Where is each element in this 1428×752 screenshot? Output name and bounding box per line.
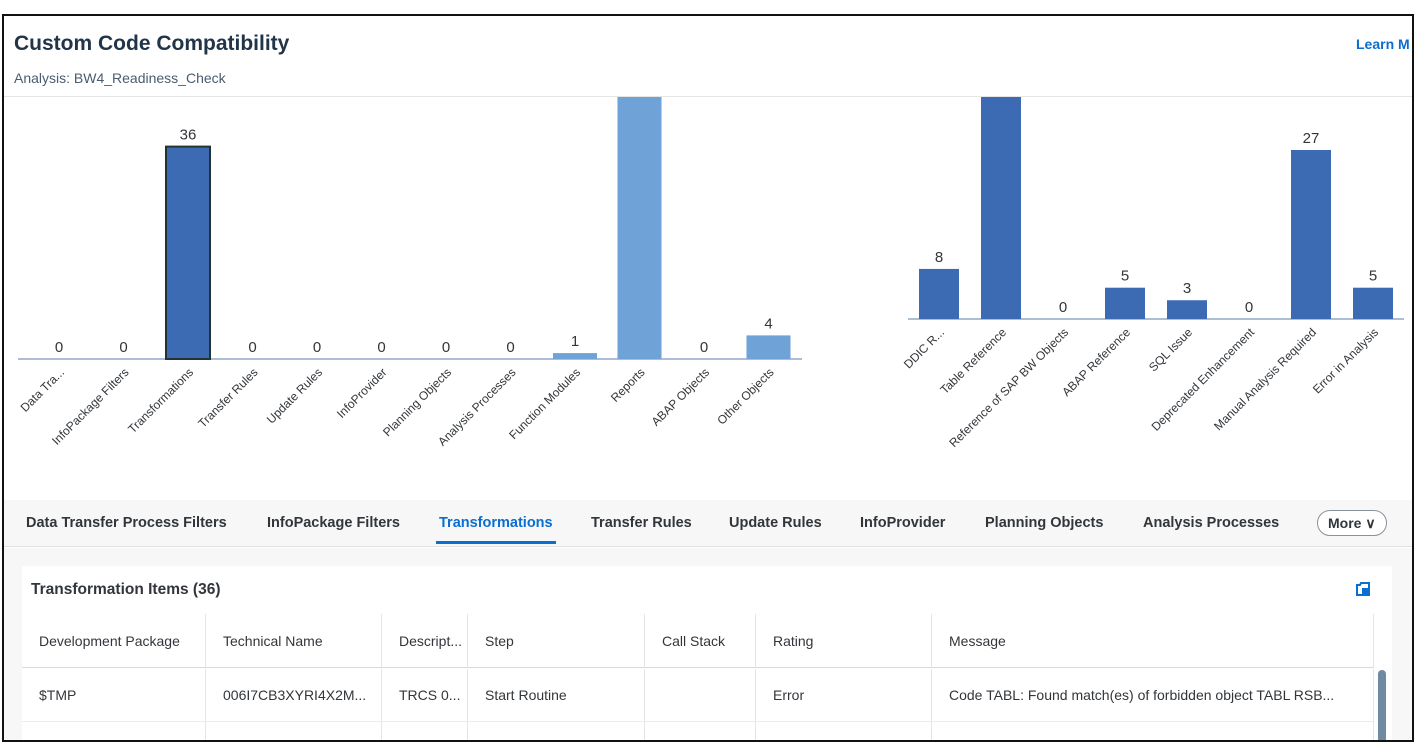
table-cell: Start Routine bbox=[468, 669, 645, 721]
tab-infoprovider[interactable]: InfoProvider bbox=[860, 515, 946, 531]
table-cell bbox=[22, 722, 206, 740]
category-label: Manual Analysis Required bbox=[1211, 325, 1319, 433]
tab-analysis-processes[interactable]: Analysis Processes bbox=[1143, 515, 1280, 531]
learn-more-link[interactable]: Learn M bbox=[1356, 36, 1410, 52]
category-label: Other Objects bbox=[714, 365, 776, 427]
data-label: 0 bbox=[506, 339, 514, 356]
category-label: Transformations bbox=[125, 365, 196, 436]
column-header[interactable]: Descript... bbox=[382, 614, 468, 667]
data-label: 0 bbox=[1245, 299, 1253, 316]
bar[interactable] bbox=[1353, 287, 1393, 319]
data-label: 27 bbox=[1303, 130, 1320, 147]
bar[interactable] bbox=[746, 335, 791, 359]
table-row[interactable] bbox=[22, 722, 1374, 740]
table-cell bbox=[468, 722, 645, 740]
column-header[interactable]: Call Stack bbox=[645, 614, 756, 667]
data-label: 1 bbox=[571, 333, 579, 350]
tab-infopackage-filters[interactable]: InfoPackage Filters bbox=[267, 515, 400, 531]
category-label: Reference of SAP BW Objects bbox=[946, 325, 1071, 450]
table-row[interactable]: $TMP 006I7CB3XYRI4X2M... TRCS 0... Start Ro… bbox=[22, 669, 1374, 722]
bar[interactable] bbox=[1291, 149, 1331, 319]
data-label: 0 bbox=[248, 339, 256, 356]
data-label: 8 bbox=[935, 249, 943, 266]
category-label: Error in Analysis bbox=[1310, 325, 1381, 396]
app-frame: Custom Code Compatibility Analysis: BW4_… bbox=[2, 14, 1414, 742]
category-label: Update Rules bbox=[264, 365, 325, 426]
column-header[interactable]: Step bbox=[468, 614, 645, 667]
table-cell: $TMP bbox=[22, 669, 206, 721]
table-cell: Code TABL: Found match(es) of forbidden … bbox=[932, 669, 1374, 721]
data-label: 5 bbox=[1121, 268, 1129, 285]
table-cell bbox=[756, 722, 932, 740]
table-cell bbox=[382, 722, 468, 740]
bar[interactable] bbox=[1167, 300, 1207, 319]
tab-bar: Data Transfer Process Filters InfoPackage… bbox=[4, 500, 1412, 547]
export-icon[interactable] bbox=[1354, 580, 1372, 598]
bar[interactable] bbox=[919, 268, 959, 319]
table-cell: Error bbox=[756, 669, 932, 721]
table-cell bbox=[645, 669, 756, 721]
content-area: Transformation Items (36) Development Pa… bbox=[4, 548, 1412, 740]
category-label: Transfer Rules bbox=[195, 365, 260, 430]
category-label: Planning Objects bbox=[380, 365, 454, 439]
table-cell bbox=[932, 722, 1374, 740]
category-label: DDIC R... bbox=[901, 325, 947, 371]
table-header: Development Package Technical Name Descrip… bbox=[22, 614, 1374, 668]
category-label: Reports bbox=[608, 365, 648, 405]
tab-update-rules[interactable]: Update Rules bbox=[729, 515, 822, 531]
table-title: Transformation Items (36) bbox=[31, 581, 221, 598]
data-label: 0 bbox=[119, 339, 127, 356]
analysis-subtitle: Analysis: BW4_Readiness_Check bbox=[14, 70, 226, 86]
bar[interactable] bbox=[1105, 287, 1145, 319]
category-label: ABAP Objects bbox=[649, 365, 713, 429]
more-tabs-button[interactable]: More ∨ bbox=[1317, 510, 1387, 536]
category-label: InfoProvider bbox=[334, 365, 390, 421]
column-header[interactable]: Rating bbox=[756, 614, 932, 667]
data-label: 0 bbox=[377, 339, 385, 356]
bar[interactable] bbox=[617, 97, 662, 359]
table-cell: TRCS 0... bbox=[382, 669, 468, 721]
data-label: 0 bbox=[55, 339, 63, 356]
tab-transformations[interactable]: Transformations bbox=[436, 515, 556, 544]
tab-data-transfer-process-filters[interactable]: Data Transfer Process Filters bbox=[26, 515, 227, 531]
chevron-down-icon: ∨ bbox=[1365, 515, 1376, 531]
transformation-items-card: Transformation Items (36) Development Pa… bbox=[22, 566, 1392, 740]
column-header[interactable]: Development Package bbox=[22, 614, 206, 667]
data-label: 0 bbox=[442, 339, 450, 356]
category-label: ABAP Reference bbox=[1059, 325, 1133, 399]
bar[interactable] bbox=[553, 353, 597, 359]
bar[interactable] bbox=[981, 97, 1021, 319]
data-label: 36 bbox=[180, 127, 197, 144]
category-label: Function Modules bbox=[506, 365, 583, 442]
data-label: 0 bbox=[313, 339, 321, 356]
category-label: Table Reference bbox=[937, 325, 1009, 397]
bar[interactable] bbox=[165, 145, 211, 360]
tab-transfer-rules[interactable]: Transfer Rules bbox=[591, 515, 692, 531]
category-label: Data Tra... bbox=[18, 365, 68, 415]
table-cell bbox=[206, 722, 382, 740]
column-header[interactable]: Technical Name bbox=[206, 614, 382, 667]
more-label: More bbox=[1328, 515, 1362, 531]
divider bbox=[4, 96, 1412, 97]
category-label: Deprecated Enhancement bbox=[1149, 325, 1258, 434]
category-label: SQL Issue bbox=[1146, 325, 1195, 374]
table-cell: 006I7CB3XYRI4X2M... bbox=[206, 669, 382, 721]
vertical-scrollbar[interactable] bbox=[1378, 670, 1386, 740]
table-cell bbox=[645, 722, 756, 740]
tab-planning-objects[interactable]: Planning Objects bbox=[985, 515, 1104, 531]
data-label: 0 bbox=[700, 339, 708, 356]
data-label: 0 bbox=[1059, 299, 1067, 316]
column-header[interactable]: Message bbox=[932, 614, 1374, 667]
data-label: 5 bbox=[1369, 268, 1377, 285]
data-label: 3 bbox=[1183, 280, 1191, 297]
page-title: Custom Code Compatibility bbox=[14, 32, 290, 55]
data-label: 4 bbox=[764, 315, 772, 332]
